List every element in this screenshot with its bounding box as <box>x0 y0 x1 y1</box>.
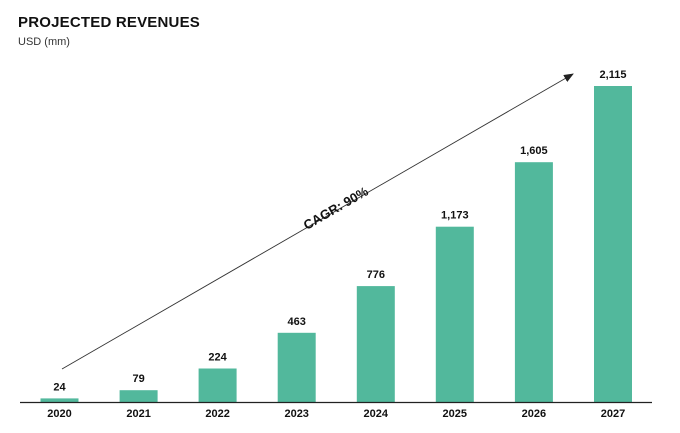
x-tick-label-2025: 2025 <box>443 408 467 420</box>
cagr-annotation: CAGR: 90% <box>301 183 371 232</box>
bar-2026 <box>514 162 553 402</box>
chart-title: PROJECTED REVENUES <box>18 14 200 31</box>
x-tick-labels-group: 2020 2021 2022 2023 2024 2025 2026 2027 <box>47 408 625 420</box>
value-label-2021: 79 <box>132 373 144 385</box>
bar-2021 <box>119 390 158 402</box>
value-label-2023: 463 <box>288 316 306 328</box>
bar-2022 <box>198 368 237 402</box>
bar-2024 <box>356 286 395 402</box>
value-label-2025: 1,173 <box>441 210 469 222</box>
value-label-2027: 2,115 <box>600 69 627 81</box>
value-label-2026: 1,605 <box>520 145 548 157</box>
cagr-trend-arrow <box>61 73 574 370</box>
value-label-2024: 776 <box>367 269 385 281</box>
bars-group <box>40 86 632 402</box>
x-tick-label-2020: 2020 <box>47 408 71 420</box>
bar-2027 <box>594 86 632 402</box>
value-label-2022: 224 <box>208 352 227 364</box>
chart-subtitle: USD (mm) <box>18 36 70 48</box>
value-labels-group: 24 79 224 463 776 1,173 1,605 2,115 <box>53 69 626 393</box>
x-tick-label-2027: 2027 <box>601 408 625 420</box>
bar-2023 <box>277 332 316 402</box>
bar-2025 <box>435 226 474 402</box>
value-label-2020: 24 <box>53 381 66 393</box>
bar-2020 <box>40 398 79 402</box>
x-tick-label-2026: 2026 <box>522 408 546 420</box>
x-tick-label-2023: 2023 <box>284 408 308 420</box>
x-tick-label-2021: 2021 <box>126 408 150 420</box>
x-tick-label-2024: 2024 <box>364 408 389 420</box>
x-tick-label-2022: 2022 <box>205 408 229 420</box>
